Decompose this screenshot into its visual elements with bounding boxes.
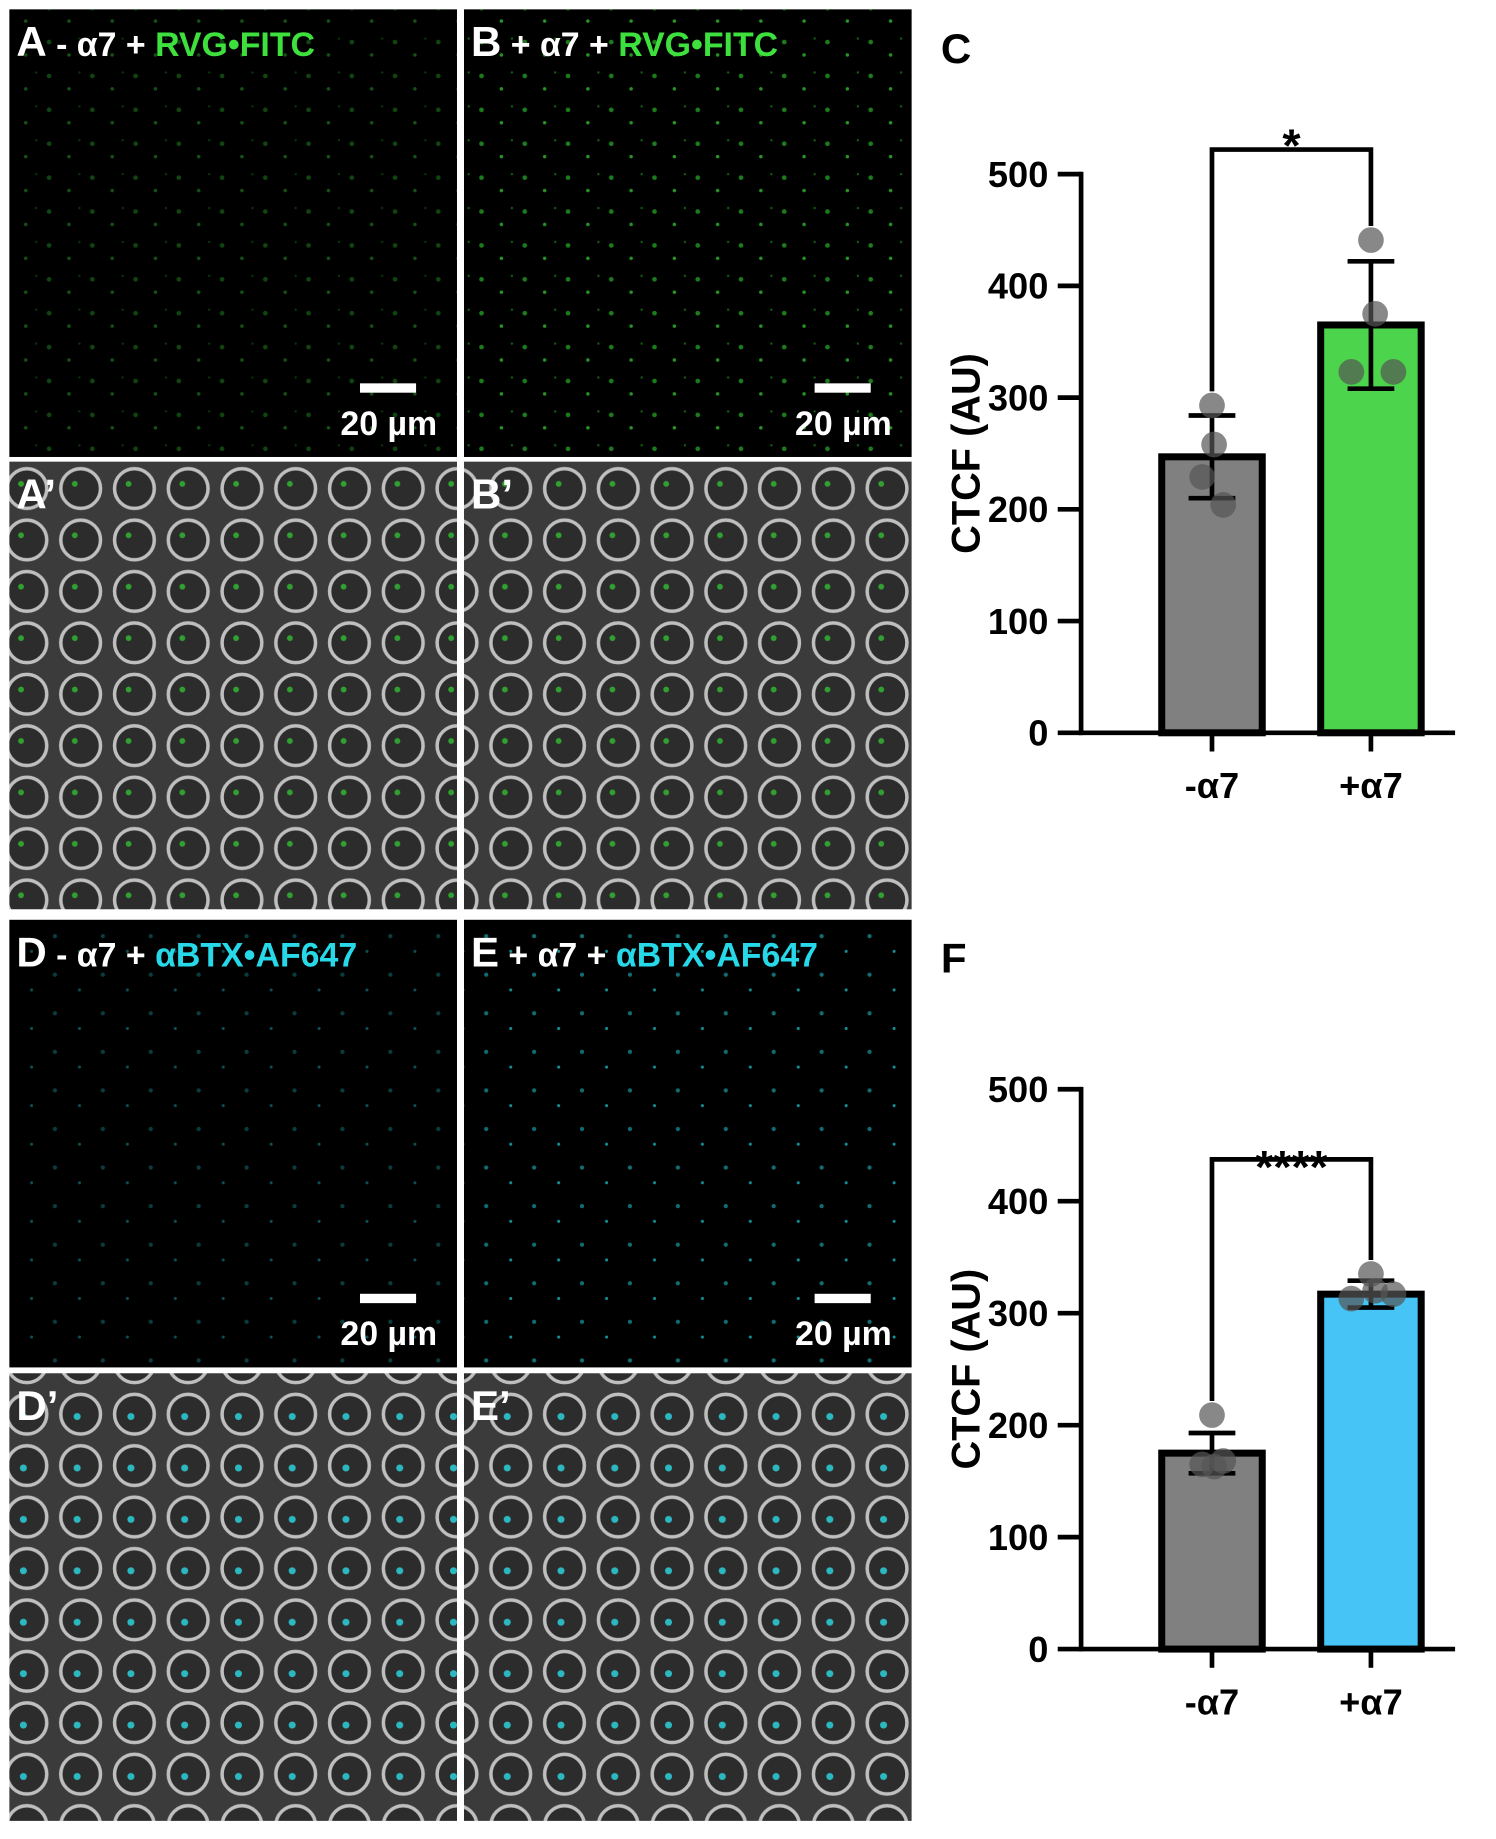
micrograph bbox=[9, 1373, 457, 1821]
y-tick-label: 300 bbox=[988, 1293, 1048, 1334]
x-tick-label: -α7 bbox=[1185, 1682, 1239, 1723]
micrograph bbox=[463, 1373, 912, 1821]
scale-bar bbox=[359, 1293, 417, 1304]
x-tick-label: -α7 bbox=[1185, 765, 1239, 806]
y-tick-label: 500 bbox=[988, 1069, 1048, 1110]
y-tick-label: 200 bbox=[988, 1405, 1048, 1446]
panel-label: E + α7 + αBTX•AF647 bbox=[471, 929, 818, 976]
y-tick-label: 100 bbox=[988, 601, 1048, 642]
y-tick-label: 0 bbox=[1028, 713, 1048, 754]
micrograph bbox=[463, 461, 912, 910]
scale-bar bbox=[814, 1293, 871, 1304]
bar bbox=[1158, 453, 1266, 737]
data-point bbox=[1380, 1281, 1407, 1308]
bar bbox=[1158, 1449, 1266, 1653]
panel-letter: B bbox=[471, 18, 501, 65]
data-point bbox=[1199, 392, 1225, 419]
data-point bbox=[1362, 300, 1388, 327]
y-tick-label: 500 bbox=[988, 154, 1048, 195]
panel-letter: B’ bbox=[471, 470, 513, 517]
stain: αBTX•AF647 bbox=[616, 937, 818, 975]
scale-label: 20 µm bbox=[795, 405, 892, 443]
micrograph-signal bbox=[463, 919, 912, 1368]
significance-label: * bbox=[1282, 119, 1301, 171]
panel-letter: E’ bbox=[471, 1382, 511, 1429]
panel-label: A - α7 + RVG•FITC bbox=[16, 18, 315, 65]
y-tick-label: 400 bbox=[988, 1181, 1048, 1222]
micrograph-signal bbox=[463, 9, 912, 457]
stain: αBTX•AF647 bbox=[155, 937, 357, 975]
stain: RVG•FITC bbox=[618, 26, 778, 64]
micrograph bbox=[9, 461, 457, 910]
y-axis-label: CTCF (AU) bbox=[944, 353, 988, 554]
significance-label: **** bbox=[1255, 1141, 1329, 1193]
bar bbox=[1317, 1290, 1425, 1653]
x-tick-label: +α7 bbox=[1339, 1682, 1403, 1723]
panel-letter: A’ bbox=[16, 470, 56, 517]
panel-letter: E bbox=[471, 929, 499, 976]
data-point bbox=[1338, 1285, 1365, 1312]
y-tick-label: 200 bbox=[988, 489, 1048, 530]
stain: RVG•FITC bbox=[155, 26, 315, 64]
panel-label: C bbox=[941, 25, 971, 72]
scale-label: 20 µm bbox=[795, 1315, 892, 1353]
panel-letter: A bbox=[16, 18, 46, 65]
significance-bracket bbox=[1209, 147, 1374, 392]
panel-label: B’ bbox=[471, 470, 513, 517]
data-point bbox=[1380, 359, 1407, 385]
panel-label: D - α7 + αBTX•AF647 bbox=[16, 929, 357, 976]
micrograph-signal bbox=[9, 9, 457, 457]
data-point bbox=[1189, 1451, 1216, 1478]
y-axis-label: CTCF (AU) bbox=[944, 1269, 988, 1470]
scale-bar bbox=[359, 383, 417, 393]
x-tick-label: +α7 bbox=[1339, 765, 1403, 806]
data-point bbox=[1210, 1448, 1237, 1474]
significance-bracket bbox=[1209, 1157, 1374, 1402]
y-tick-label: 300 bbox=[988, 377, 1048, 418]
panel-label: F bbox=[941, 934, 967, 981]
scale-label: 20 µm bbox=[340, 1315, 437, 1353]
condition: - α7 + bbox=[56, 26, 155, 64]
micrograph-signal bbox=[9, 919, 457, 1368]
y-tick-label: 0 bbox=[1028, 1629, 1048, 1670]
panel-label: A’ bbox=[16, 470, 56, 517]
data-point bbox=[1199, 1402, 1225, 1428]
condition: + α7 + bbox=[508, 937, 615, 975]
y-tick-label: 100 bbox=[988, 1517, 1048, 1558]
panel-letter: D bbox=[16, 929, 46, 976]
data-point bbox=[1201, 431, 1227, 458]
panel-label: D’ bbox=[16, 1382, 58, 1429]
scale-bar bbox=[814, 383, 871, 393]
panel-letter: D’ bbox=[16, 1382, 58, 1429]
data-point bbox=[1189, 464, 1216, 490]
data-point bbox=[1358, 227, 1384, 253]
scale-label: 20 µm bbox=[340, 405, 437, 443]
panel-label: E’ bbox=[471, 1382, 511, 1429]
panel-label: B + α7 + RVG•FITC bbox=[471, 18, 778, 65]
data-point bbox=[1338, 359, 1365, 385]
data-point bbox=[1210, 492, 1237, 518]
condition: - α7 + bbox=[56, 937, 155, 975]
condition: + α7 + bbox=[511, 26, 618, 64]
y-tick-label: 400 bbox=[988, 266, 1048, 307]
